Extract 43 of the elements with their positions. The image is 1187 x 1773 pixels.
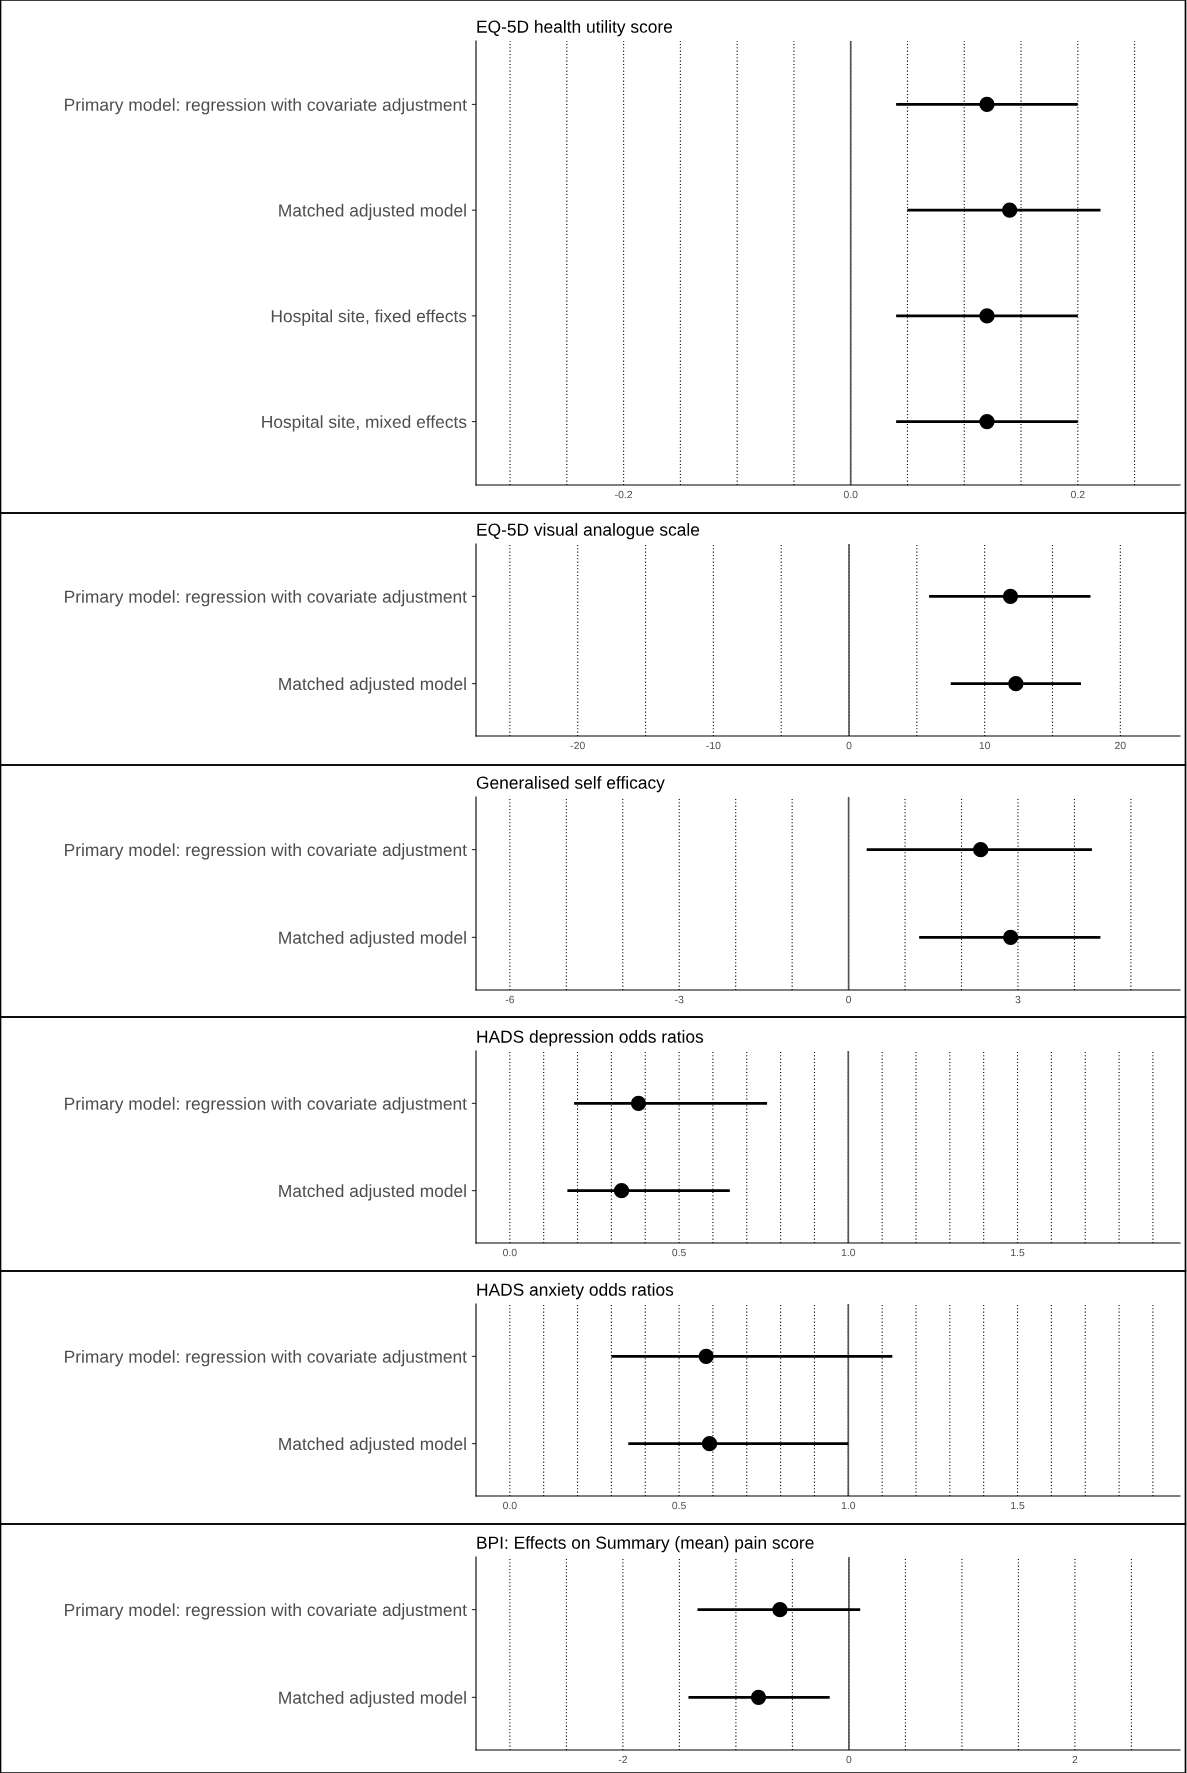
x-tick-label: -3 (675, 995, 684, 1004)
chart-title: Generalised self efficacy (476, 776, 665, 793)
x-tick-label: 1.0 (841, 1501, 856, 1510)
y-tick-label: Matched adjusted model (279, 203, 466, 221)
y-tick-label: Matched adjusted model (279, 1691, 466, 1708)
x-tick-label: -2 (618, 1755, 628, 1764)
x-tick-label: 0.0 (843, 490, 858, 499)
y-tick-label: Primary model: regression with covariate adjustment (65, 1603, 467, 1620)
x-tick-label: 0.0 (503, 1501, 517, 1510)
y-tick-label: Matched adjusted model (279, 1184, 466, 1201)
x-tick-label: 1.0 (841, 1248, 856, 1257)
y-tick-label: Primary model: regression with covariate adjustment (65, 1350, 467, 1367)
x-tick-label: 3 (1015, 995, 1021, 1004)
y-tick-label: Hospital site, fixed effects (271, 309, 467, 326)
x-tick-label: -20 (570, 741, 585, 750)
x-tick-label: 0 (846, 741, 852, 750)
x-tick-label: -6 (505, 995, 515, 1004)
y-tick-label: Primary model: regression with covariate adjustment (65, 843, 467, 860)
x-tick-label: 0.5 (672, 1248, 686, 1257)
chart-title: EQ-5D visual analogue scale (477, 523, 700, 540)
y-tick-label: Primary model: regression with covariate adjustment (65, 1097, 467, 1114)
x-tick-label: 0.0 (503, 1248, 517, 1257)
y-tick-label: Hospital site, mixed effects (262, 415, 467, 432)
x-tick-label: 0.2 (1070, 490, 1085, 499)
x-tick-label: 1.5 (1011, 1248, 1025, 1257)
chart-title: BPI: Effects on Summary (mean) pain score (477, 1536, 814, 1553)
x-tick-label: 2 (1072, 1755, 1078, 1764)
y-tick-label: Matched adjusted model (279, 1437, 466, 1454)
x-tick-label: 0.5 (672, 1501, 686, 1510)
y-tick-label: Matched adjusted model (279, 931, 466, 948)
chart-title: HADS anxiety odds ratios (477, 1283, 674, 1300)
x-tick-label: 20 (1115, 741, 1126, 750)
x-tick-label: 0 (846, 1755, 852, 1764)
x-tick-label: -0.2 (615, 490, 633, 499)
chart-title: EQ-5D health utility score (477, 20, 673, 37)
x-tick-label: -10 (706, 741, 721, 750)
x-tick-label: 0 (846, 995, 852, 1004)
x-tick-label: 1.5 (1011, 1501, 1025, 1510)
chart-title: HADS depression odds ratios (477, 1030, 704, 1047)
y-tick-label: Matched adjusted model (279, 677, 466, 694)
y-tick-label: Primary model: regression with covariate adjustment (65, 98, 467, 115)
y-tick-label: Primary model: regression with covariate adjustment (65, 590, 467, 607)
x-tick-label: 10 (979, 741, 991, 750)
